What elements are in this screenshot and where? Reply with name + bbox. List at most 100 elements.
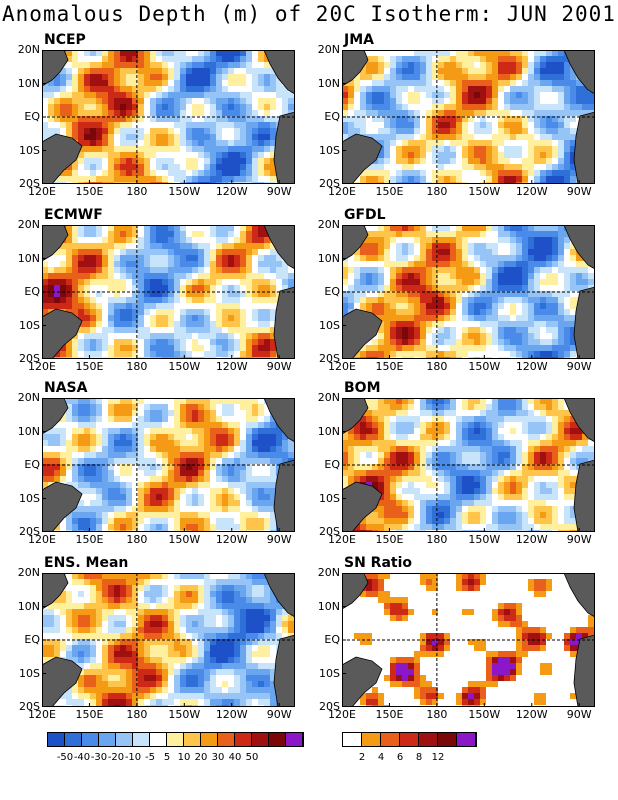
colorbar-label: -30 <box>90 752 108 763</box>
land-mass <box>42 573 69 610</box>
map-panel-bom <box>342 398 595 532</box>
land-mass <box>342 133 383 184</box>
color-swatch <box>133 733 150 746</box>
color-swatch <box>116 733 133 746</box>
heatmap-ncep <box>42 50 295 184</box>
x-tick-label: 150E <box>75 360 104 373</box>
y-tick-label: EQ <box>324 458 340 471</box>
colorbar-label: 20 <box>194 752 208 763</box>
x-tick-label: 150W <box>168 360 201 373</box>
land-mass <box>42 308 83 359</box>
color-swatch <box>269 733 286 746</box>
x-tick-label: 180 <box>126 360 148 373</box>
x-tick-label: 150E <box>75 533 104 546</box>
land-mass <box>563 573 595 618</box>
y-tick-label: EQ <box>324 633 340 646</box>
color-swatch <box>362 733 381 746</box>
land-mass <box>342 573 369 610</box>
x-tick-label: 180 <box>426 533 448 546</box>
color-swatch <box>99 733 116 746</box>
x-tick-label: 180 <box>426 708 448 721</box>
color-swatch <box>184 733 201 746</box>
map-panel-gfdl <box>342 225 595 359</box>
x-tick-label: 90W <box>566 708 592 721</box>
y-tick-label: 10S <box>19 318 40 332</box>
y-tick-label: 20N <box>17 566 40 579</box>
y-tick-label: 20N <box>17 391 40 404</box>
x-tick-label: 120E <box>28 360 56 373</box>
map-panel-nasa <box>42 398 295 532</box>
map-panel-jma <box>342 50 595 184</box>
land-mass <box>273 111 295 184</box>
colorbar-outline <box>342 732 477 747</box>
y-tick-label: 20N <box>17 43 40 56</box>
y-tick-label: EQ <box>24 633 40 646</box>
y-tick-label: 20S <box>319 700 340 713</box>
panel-frame <box>42 398 295 532</box>
map-panel-ecmwf <box>42 225 295 359</box>
y-tick-label: EQ <box>24 285 40 298</box>
land-mass <box>342 308 383 359</box>
panel-label-sn: SN Ratio <box>344 555 413 571</box>
panel-label-ecmwf: ECMWF <box>44 207 103 223</box>
x-tick-label: 180 <box>426 360 448 373</box>
colorbar-outline <box>47 732 304 747</box>
map-panel-sn <box>342 573 595 707</box>
x-tick-label: 150W <box>168 185 201 198</box>
colorbar-label: -5 <box>145 752 155 763</box>
land-mass <box>263 573 295 618</box>
map-panel-ncep <box>42 50 295 184</box>
color-swatch <box>201 733 218 746</box>
y-tick-label: 20S <box>19 352 40 365</box>
y-tick-label: 10S <box>319 143 340 157</box>
y-tick-label: 20N <box>17 218 40 231</box>
panel-label-bom: BOM <box>344 380 381 396</box>
x-tick-label: 90W <box>566 360 592 373</box>
y-tick-label: 20S <box>19 177 40 190</box>
panel-label-gfdl: GFDL <box>344 207 386 223</box>
color-swatch <box>400 733 419 746</box>
panel-frame <box>42 225 295 359</box>
y-tick-label: 10N <box>317 599 340 613</box>
x-tick-label: 120W <box>515 708 548 721</box>
land-mass <box>563 50 595 95</box>
panel-frame <box>342 398 595 532</box>
color-swatch <box>167 733 184 746</box>
y-tick-label: EQ <box>24 458 40 471</box>
panel-frame <box>342 225 595 359</box>
heatmap-bom <box>342 398 595 532</box>
x-tick-label: 120W <box>215 185 248 198</box>
x-tick-label: 150W <box>168 708 201 721</box>
y-tick-label: 10N <box>317 424 340 438</box>
y-tick-label: EQ <box>324 285 340 298</box>
color-swatch <box>48 733 65 746</box>
land-mass <box>573 286 595 359</box>
x-tick-label: 150E <box>375 533 404 546</box>
x-tick-label: 150E <box>75 708 104 721</box>
color-swatch <box>82 733 99 746</box>
color-swatch <box>286 733 303 746</box>
panel-label-nasa: NASA <box>44 380 88 396</box>
y-tick-label: EQ <box>324 110 340 123</box>
y-tick-label: 20N <box>317 43 340 56</box>
y-tick-label: 20N <box>317 391 340 404</box>
y-tick-label: 20S <box>319 352 340 365</box>
panel-frame <box>342 50 595 184</box>
x-tick-label: 180 <box>126 533 148 546</box>
land-mass <box>342 398 369 435</box>
panel-frame <box>42 573 295 707</box>
color-swatch <box>381 733 400 746</box>
y-tick-label: 10N <box>317 76 340 90</box>
map-panel-ens <box>42 573 295 707</box>
x-tick-label: 90W <box>566 185 592 198</box>
land-mass <box>42 398 69 435</box>
y-tick-label: EQ <box>24 110 40 123</box>
panel-label-jma: JMA <box>344 32 374 48</box>
colorbar-label: 50 <box>245 752 259 763</box>
x-tick-label: 150E <box>375 185 404 198</box>
x-tick-label: 150W <box>468 185 501 198</box>
color-swatch <box>438 733 457 746</box>
color-swatch <box>457 733 476 746</box>
x-tick-label: 150W <box>168 533 201 546</box>
land-mass <box>342 225 369 262</box>
